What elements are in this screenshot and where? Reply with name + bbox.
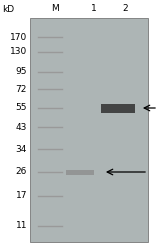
Text: kD: kD (2, 5, 14, 14)
Text: 55: 55 (16, 104, 27, 112)
Text: 72: 72 (16, 84, 27, 93)
Text: 17: 17 (16, 191, 27, 200)
Text: M: M (51, 4, 59, 13)
Bar (30, 18, 148, 242)
Bar (66, 169, 94, 174)
Bar (101, 104, 135, 112)
Text: 34: 34 (16, 144, 27, 154)
Text: 130: 130 (10, 47, 27, 57)
Text: 2: 2 (122, 4, 128, 13)
Text: 95: 95 (16, 67, 27, 77)
Text: 26: 26 (16, 168, 27, 176)
Text: 43: 43 (16, 123, 27, 132)
Text: 1: 1 (91, 4, 97, 13)
Text: 170: 170 (10, 32, 27, 42)
Text: 11: 11 (16, 221, 27, 231)
